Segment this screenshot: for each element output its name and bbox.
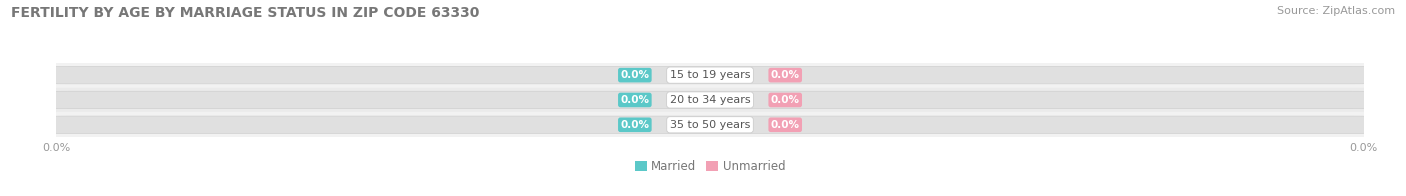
Text: 0.0%: 0.0% bbox=[770, 120, 800, 130]
FancyBboxPatch shape bbox=[44, 116, 1376, 133]
Text: FERTILITY BY AGE BY MARRIAGE STATUS IN ZIP CODE 63330: FERTILITY BY AGE BY MARRIAGE STATUS IN Z… bbox=[11, 6, 479, 20]
Text: 35 to 50 years: 35 to 50 years bbox=[669, 120, 751, 130]
Bar bbox=[56, 88, 1364, 112]
Bar bbox=[56, 63, 1364, 88]
Text: 0.0%: 0.0% bbox=[620, 70, 650, 80]
Text: Source: ZipAtlas.com: Source: ZipAtlas.com bbox=[1277, 6, 1395, 16]
Text: 0.0%: 0.0% bbox=[770, 95, 800, 105]
Bar bbox=[56, 112, 1364, 137]
Legend: Married, Unmarried: Married, Unmarried bbox=[630, 155, 790, 177]
Text: 0.0%: 0.0% bbox=[770, 70, 800, 80]
Text: 0.0%: 0.0% bbox=[620, 95, 650, 105]
FancyBboxPatch shape bbox=[44, 66, 1376, 84]
Text: 0.0%: 0.0% bbox=[620, 120, 650, 130]
FancyBboxPatch shape bbox=[44, 91, 1376, 109]
Text: 15 to 19 years: 15 to 19 years bbox=[669, 70, 751, 80]
Text: 20 to 34 years: 20 to 34 years bbox=[669, 95, 751, 105]
